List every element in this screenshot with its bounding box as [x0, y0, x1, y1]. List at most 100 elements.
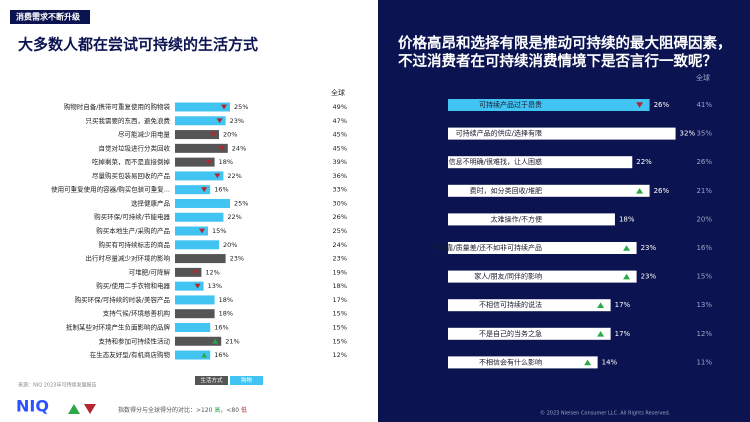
global-label: 41% [696, 101, 712, 109]
bar [175, 157, 215, 167]
row-label: 自觉对垃圾进行分类回收 [99, 143, 171, 152]
trend-up [636, 188, 644, 194]
bar [448, 213, 615, 226]
global-label: 45% [333, 131, 347, 139]
bar [175, 198, 230, 208]
note-prefix: 指数得分与全球得分的对比：>120 [118, 406, 214, 414]
bar [448, 270, 637, 283]
note-high: 高 [214, 406, 220, 414]
bar [175, 336, 222, 346]
value-label: 21% [225, 337, 239, 345]
global-label: 11% [696, 358, 712, 366]
global-label: 17% [333, 296, 347, 304]
value-label: 25% [234, 103, 248, 111]
row-label: 购买环保/可持续/节能电器 [94, 212, 170, 221]
value-label: 23% [641, 244, 657, 252]
bar [448, 242, 637, 254]
bar [175, 281, 204, 291]
value-label: 26% [654, 187, 670, 195]
bar [175, 226, 208, 236]
value-label: 22% [227, 213, 241, 221]
value-label: 16% [214, 323, 228, 331]
global-label: 39% [333, 158, 347, 166]
copyright: © 2023 Nielsen Consumer LLC. All Rights … [540, 410, 671, 417]
global-label: 33% [333, 186, 347, 194]
note: 指数得分与全球得分的对比：>120 高，<80 低 [118, 406, 247, 414]
trend-down [192, 269, 199, 275]
trend-down [194, 283, 201, 289]
global-label: 25% [333, 227, 347, 235]
trend-up [623, 273, 631, 280]
row-label: 不相信会有什么影响 [479, 357, 542, 366]
value-label: 22% [227, 172, 241, 180]
global-label: 26% [333, 213, 347, 221]
bar [175, 185, 211, 195]
row-label: 购买本地生产/采购的产品 [96, 226, 170, 235]
value-label: 20% [223, 241, 237, 249]
value-label: 18% [219, 310, 233, 318]
bar [175, 267, 202, 277]
row-label: 尽量购买包装易回收的产品 [92, 171, 170, 180]
bar [175, 116, 226, 126]
global-label: 15% [696, 273, 712, 281]
global-label: 21% [696, 187, 712, 195]
value-label: 14% [602, 358, 618, 366]
bar [448, 184, 650, 197]
value-label: 23% [230, 117, 244, 125]
trend-down [199, 228, 205, 234]
left-title: 大多数人都在尝试可持续的生活方式 [18, 36, 258, 54]
bar [175, 130, 219, 140]
dark-panel [378, 0, 750, 422]
row-label: 抵制某些对环境产生负面影响的品牌 [66, 322, 171, 331]
trend-up [201, 352, 208, 358]
global-label: 30% [333, 199, 347, 207]
global-label: 36% [333, 172, 347, 180]
global-label: 15% [333, 337, 347, 345]
bar [448, 299, 611, 312]
global-label: 45% [333, 144, 347, 152]
value-label: 24% [232, 144, 246, 152]
row-label: 费时，如分类回收/堆肥 [470, 186, 542, 195]
bar [175, 102, 230, 112]
legend-swatch [195, 376, 228, 385]
row-label: 使用可重复使用的容器/购买包装可重复... [51, 185, 170, 194]
global-header: 全球 [696, 73, 710, 82]
global-label: 13% [696, 301, 712, 309]
value-label: 32% [680, 130, 696, 138]
trend-up [597, 302, 605, 308]
global-label: 35% [696, 130, 712, 138]
bar [448, 127, 676, 140]
row-label: 尽可能减少用电量 [118, 130, 171, 139]
row-label: 在生态友好型/有机商店购物 [90, 350, 171, 359]
bar [448, 156, 633, 169]
trend-down [205, 159, 212, 165]
up-icon [68, 404, 80, 414]
trend-up [584, 359, 592, 366]
trend-up [623, 245, 631, 251]
value-label: 25% [234, 199, 248, 207]
row-label: 吃掉剩菜，而不是直接倒掉 [92, 157, 171, 166]
bar [175, 240, 219, 250]
global-label: 15% [333, 310, 347, 318]
bar [448, 99, 650, 111]
global-label: 23% [333, 255, 347, 263]
global-label: 18% [333, 282, 347, 290]
row-label: 选择健康产品 [131, 198, 170, 207]
row-label: 出行时尽量减少对环境的影响 [86, 254, 171, 263]
global-label: 19% [333, 268, 347, 276]
trend-down [210, 132, 216, 137]
value-label: 26% [654, 101, 670, 109]
bar [175, 212, 224, 222]
trend-down [216, 118, 223, 124]
tag-box [10, 10, 90, 24]
value-label: 20% [223, 131, 237, 139]
global-label: 47% [333, 117, 347, 125]
row-label: 支持气候/环境慈善机构 [103, 309, 171, 318]
row-label: 购物时自备/携带可重复使用的购物袋 [64, 102, 171, 111]
value-label: 17% [615, 330, 631, 338]
bar [175, 143, 228, 153]
value-label: 17% [615, 301, 631, 309]
legend-label: 生活方式 [200, 376, 223, 384]
trend-down [201, 187, 208, 193]
